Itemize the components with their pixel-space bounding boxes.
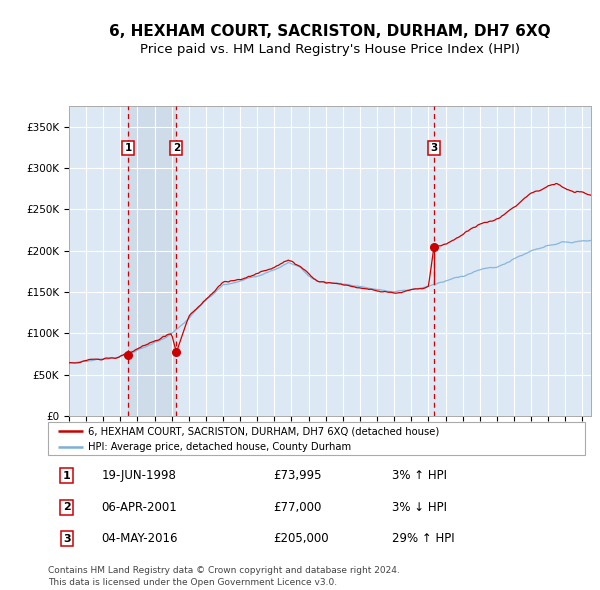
FancyBboxPatch shape	[48, 422, 585, 455]
Text: 04-MAY-2016: 04-MAY-2016	[102, 532, 178, 545]
Text: 3% ↓ HPI: 3% ↓ HPI	[392, 501, 446, 514]
Text: 2: 2	[173, 143, 180, 153]
Text: £77,000: £77,000	[274, 501, 322, 514]
Text: Price paid vs. HM Land Registry's House Price Index (HPI): Price paid vs. HM Land Registry's House …	[140, 43, 520, 56]
Text: HPI: Average price, detached house, County Durham: HPI: Average price, detached house, Coun…	[88, 441, 352, 451]
Text: 29% ↑ HPI: 29% ↑ HPI	[392, 532, 454, 545]
Text: Contains HM Land Registry data © Crown copyright and database right 2024.: Contains HM Land Registry data © Crown c…	[48, 566, 400, 575]
Text: This data is licensed under the Open Government Licence v3.0.: This data is licensed under the Open Gov…	[48, 578, 337, 587]
Bar	[128, 106, 176, 416]
Text: 19-JUN-1998: 19-JUN-1998	[102, 470, 176, 483]
Text: 3: 3	[431, 143, 438, 153]
Text: 06-APR-2001: 06-APR-2001	[102, 501, 178, 514]
Text: 3: 3	[63, 534, 71, 544]
Text: 3% ↑ HPI: 3% ↑ HPI	[392, 470, 446, 483]
Text: 6, HEXHAM COURT, SACRISTON, DURHAM, DH7 6XQ (detached house): 6, HEXHAM COURT, SACRISTON, DURHAM, DH7 …	[88, 427, 440, 437]
Text: £205,000: £205,000	[274, 532, 329, 545]
Text: 1: 1	[125, 143, 132, 153]
Text: 2: 2	[63, 503, 71, 512]
Text: 6, HEXHAM COURT, SACRISTON, DURHAM, DH7 6XQ: 6, HEXHAM COURT, SACRISTON, DURHAM, DH7 …	[109, 24, 551, 40]
Text: 1: 1	[63, 471, 71, 481]
Text: £73,995: £73,995	[274, 470, 322, 483]
